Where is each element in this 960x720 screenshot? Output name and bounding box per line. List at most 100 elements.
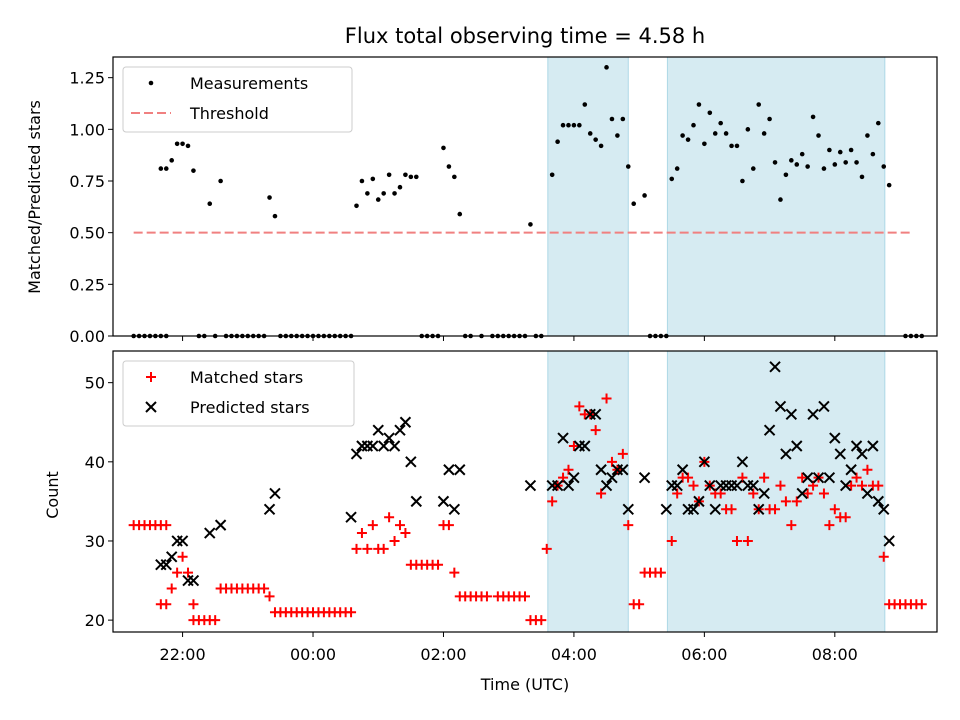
measurement-point xyxy=(598,143,604,149)
matched-point xyxy=(177,551,188,562)
measurement-point xyxy=(631,201,637,207)
predicted-point xyxy=(856,448,868,460)
matched-point xyxy=(770,504,781,515)
predicted-point xyxy=(791,440,803,452)
matched-point xyxy=(786,520,797,531)
predicted-point xyxy=(867,440,879,452)
predicted-point xyxy=(801,471,814,484)
measurement-point xyxy=(441,145,446,151)
predicted-point xyxy=(850,440,863,452)
matched-point xyxy=(846,480,857,491)
predicted-point xyxy=(698,456,711,468)
predicted-point xyxy=(524,479,537,492)
y-tick-label: 0.50 xyxy=(69,224,105,243)
predicted-point xyxy=(693,495,705,508)
x-axis-label: Time (UTC) xyxy=(480,675,569,694)
measurement-point xyxy=(413,174,419,180)
matched-point xyxy=(264,591,275,602)
measurement-point xyxy=(403,172,408,178)
matched-point xyxy=(568,440,579,451)
x-tick-label: 22:00 xyxy=(160,645,206,664)
predicted-point xyxy=(568,471,580,484)
predicted-point xyxy=(606,471,618,484)
measurement-point xyxy=(761,131,767,136)
matched-point xyxy=(873,480,884,491)
matched-point xyxy=(183,567,194,578)
measurement-point xyxy=(827,147,832,153)
predicted-point xyxy=(780,448,792,460)
measurement-point xyxy=(794,162,800,167)
matched-point xyxy=(210,615,221,626)
predicted-point xyxy=(753,503,765,516)
matched-point xyxy=(726,504,737,515)
bottom-y-axis-label: Count xyxy=(43,471,62,519)
measurement-point xyxy=(365,191,370,196)
predicted-point xyxy=(736,456,749,468)
measurement-point xyxy=(185,143,191,149)
predicted-point xyxy=(872,495,885,508)
measurement-point xyxy=(609,116,615,122)
predicted-point xyxy=(823,471,836,484)
measurement-point xyxy=(854,160,859,165)
matched-point xyxy=(400,528,411,539)
measurement-point xyxy=(375,197,381,202)
measurement-point xyxy=(778,197,783,202)
shaded-interval xyxy=(666,56,886,337)
top-y-axis-label: Matched/Predicted stars xyxy=(25,100,44,294)
legend: Matched stars Predicted stars xyxy=(122,360,355,427)
predicted-point xyxy=(551,479,564,492)
x-tick-label: 06:00 xyxy=(681,645,727,664)
measurement-point xyxy=(158,166,164,171)
predicted-point xyxy=(600,479,613,492)
chart-title: Flux total observing time = 4.58 h xyxy=(345,24,705,48)
matched-point xyxy=(443,520,454,531)
legend-label: Threshold xyxy=(189,104,269,123)
panel-2: 20 30 40 50 22:00 00:00 02:00 04:00 06:00 08:00 Ma… xyxy=(85,350,938,664)
predicted-point xyxy=(377,440,390,452)
matched-point xyxy=(623,520,634,531)
matched-point xyxy=(688,480,699,491)
legend-label: Predicted stars xyxy=(190,398,310,417)
predicted-point xyxy=(589,408,602,421)
matched-point xyxy=(829,504,840,515)
y-tick-label: 1.00 xyxy=(69,120,105,139)
predicted-point xyxy=(796,487,808,500)
measurement-point xyxy=(555,139,560,145)
matched-point xyxy=(394,520,405,531)
matched-point xyxy=(856,480,867,491)
matched-point xyxy=(824,520,835,531)
measurement-point xyxy=(571,122,577,128)
measurement-point xyxy=(810,114,816,120)
axes-frame xyxy=(112,350,938,633)
matched-point xyxy=(378,543,389,554)
measurement-point xyxy=(446,164,452,169)
predicted-point xyxy=(671,479,683,492)
predicted-point xyxy=(834,448,846,460)
measurement-point xyxy=(163,166,169,171)
predicted-point xyxy=(638,471,651,484)
matched-point xyxy=(161,520,172,531)
measurement-point xyxy=(381,191,386,196)
predicted-point xyxy=(263,503,276,516)
matched-point xyxy=(683,472,694,483)
matched-point xyxy=(433,559,444,570)
predicted-point xyxy=(350,448,363,460)
predicted-point xyxy=(709,503,721,516)
measurement-point xyxy=(745,127,751,132)
x-tick-label: 04:00 xyxy=(551,645,597,664)
matched-point xyxy=(715,488,726,499)
measurement-point xyxy=(604,65,609,70)
measurement-point xyxy=(642,193,647,198)
measurement-point xyxy=(837,149,843,155)
legend-marker xyxy=(145,401,157,413)
predicted-point xyxy=(774,400,787,413)
predicted-point xyxy=(676,464,689,476)
matched-point xyxy=(481,591,492,602)
x-tick-label: 08:00 xyxy=(812,645,858,664)
y-tick-label: 1.25 xyxy=(69,69,105,88)
predicted-point xyxy=(443,464,455,476)
measurement-point xyxy=(680,133,685,138)
measurement-point xyxy=(408,174,414,180)
matched-point xyxy=(791,496,802,507)
